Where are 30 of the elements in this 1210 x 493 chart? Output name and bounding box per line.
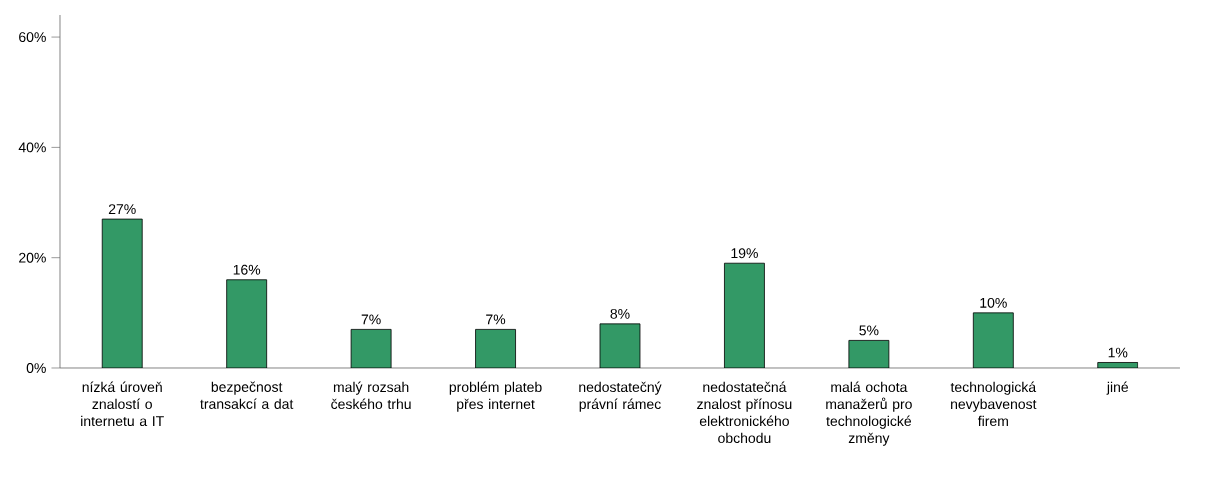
- bar: [599, 323, 641, 368]
- y-tick-label: 40%: [18, 142, 46, 153]
- bar: [101, 218, 143, 368]
- x-tick-label: nedostatečný právní rámec: [579, 381, 662, 412]
- bar: [848, 340, 890, 368]
- y-tick-label: 60%: [19, 32, 46, 43]
- data-label: 7%: [361, 314, 381, 325]
- bar: [226, 279, 268, 368]
- x-tick-label: malá ochota manažerů pro technologické změny: [826, 381, 912, 446]
- x-tick-label: bezpečnost transakcí a dat: [200, 381, 294, 409]
- data-label: 16%: [233, 264, 261, 275]
- x-tick-label: technologická nevybavenost firem: [950, 381, 1037, 427]
- x-tick-label: nedostatečná znalost přínosu elektronického obchodu: [697, 381, 792, 444]
- bar: [350, 328, 392, 368]
- data-label: 19%: [731, 248, 758, 259]
- bar: [724, 262, 765, 368]
- data-label: 27%: [108, 204, 136, 215]
- y-tick-label: 0%: [26, 363, 46, 373]
- data-label: 5%: [859, 325, 879, 336]
- x-tick-label: jiné: [1106, 381, 1129, 395]
- data-label: 10%: [980, 297, 1007, 308]
- x-tick-label: nízká úroveň znalostí o internetu a IT: [81, 381, 164, 427]
- x-tick-label: malý rozsah českého trhu: [331, 381, 411, 410]
- bar: [972, 312, 1014, 368]
- data-label: 1%: [1108, 347, 1128, 358]
- data-label: 7%: [486, 314, 506, 325]
- data-label: 8%: [610, 308, 630, 319]
- bar: [475, 328, 516, 368]
- y-tick-label: 20%: [19, 252, 46, 263]
- x-tick-label: problém plateb přes internet: [449, 381, 542, 412]
